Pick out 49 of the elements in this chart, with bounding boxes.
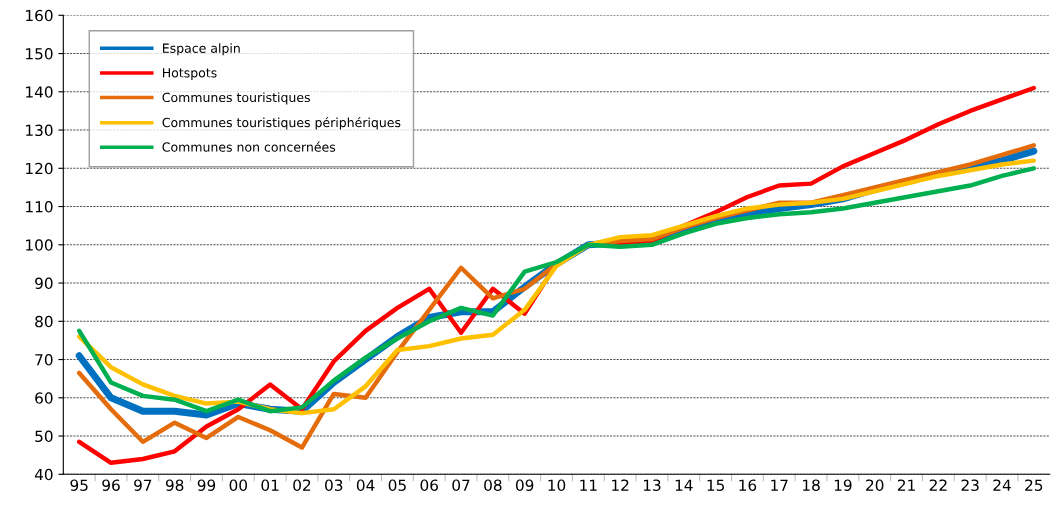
x-tick-label: 00 [229, 479, 248, 491]
y-tick-label: 130 [26, 124, 53, 137]
x-tick-label: 96 [102, 479, 120, 491]
y-tick-label: 150 [26, 48, 53, 60]
x-tick-label: 15 [707, 479, 724, 491]
y-tick-label: 60 [35, 392, 53, 404]
y-tick-label: 80 [35, 315, 53, 328]
x-tick-label: 09 [515, 479, 534, 491]
x-tick-label: 18 [803, 479, 820, 491]
x-tick-label: 99 [197, 479, 216, 491]
y-tick-label: 120 [26, 162, 53, 175]
legend-label: Communes non concernées [162, 141, 336, 152]
x-tick-label: 24 [993, 479, 1011, 491]
x-tick-label: 97 [134, 479, 152, 491]
x-tick-label: 01 [261, 479, 279, 491]
y-tick-label: 90 [35, 277, 53, 290]
x-tick-label: 98 [165, 479, 184, 491]
y-tick-label: 50 [35, 430, 53, 443]
y-tick-label: 160 [26, 9, 53, 22]
x-tick-label: 20 [866, 479, 884, 491]
x-tick-label: 13 [643, 479, 661, 491]
x-tick-label: 23 [961, 479, 979, 491]
x-tick-label: 05 [388, 479, 406, 491]
x-tick-label: 14 [675, 479, 693, 491]
x-tick-label: 25 [1025, 479, 1043, 491]
x-tick-label: 02 [293, 479, 311, 491]
legend-label: Communes touristiques [162, 92, 310, 105]
x-tick-label: 21 [897, 479, 915, 491]
x-tick-label: 16 [739, 479, 757, 491]
y-tick-label: 140 [26, 86, 53, 98]
y-tick-label: 100 [26, 239, 53, 251]
y-tick-label: 40 [34, 468, 53, 481]
x-tick-label: 17 [771, 479, 788, 491]
legend-label: Espace alpin [163, 43, 240, 56]
x-tick-label: 06 [420, 479, 438, 491]
x-tick-label: 04 [356, 479, 375, 491]
legend-label: Hotspots [163, 68, 217, 80]
x-tick-label: 12 [612, 479, 629, 491]
x-tick-label: 03 [325, 479, 343, 491]
x-tick-label: 07 [452, 479, 470, 491]
legend-label: Communes touristiques périphériques [162, 117, 401, 130]
x-tick-label: 19 [834, 479, 852, 491]
x-tick-label: 08 [484, 479, 502, 491]
y-tick-label: 110 [26, 201, 53, 213]
y-tick-label: 70 [35, 354, 53, 366]
x-tick-label: 11 [580, 479, 597, 491]
x-tick-label: 10 [548, 479, 566, 491]
x-tick-label: 95 [70, 479, 88, 491]
x-tick-label: 22 [929, 479, 947, 491]
